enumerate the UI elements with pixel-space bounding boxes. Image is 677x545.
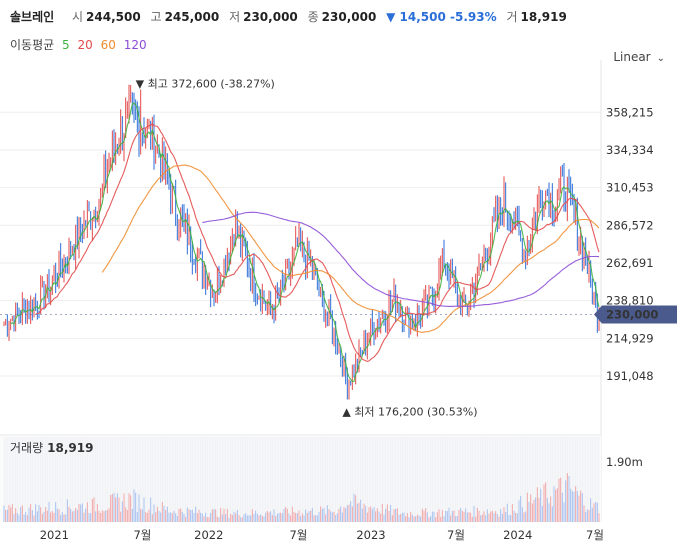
ma-line-20 xyxy=(35,123,600,362)
low-label: 저 xyxy=(229,10,241,24)
ma-5: 5 xyxy=(62,38,70,52)
close-label: 종 xyxy=(307,10,319,24)
ma-line-5 xyxy=(10,102,600,383)
y-tick-label: 191,048 xyxy=(606,369,654,383)
vol-value: 18,919 xyxy=(520,10,567,24)
ma-60: 60 xyxy=(100,38,116,52)
volume-title: 거래량 18,919 xyxy=(10,439,93,456)
high-value: 245,000 xyxy=(164,10,220,24)
x-tick-label: 7월 xyxy=(586,528,604,542)
y-tick-label: 358,215 xyxy=(606,105,654,119)
stock-header: 솔브레인 시 244,500 고 245,000 저 230,000 종 230,000… xyxy=(10,8,567,25)
chevron-down-icon: ⌄ xyxy=(656,53,665,64)
volume-axis-tick: 1.90m xyxy=(606,455,643,469)
open-value: 244,500 xyxy=(86,10,141,24)
x-tick-label: 7월 xyxy=(133,528,151,542)
max-annotation: ▼ 최고 372,600 (-38.27%) xyxy=(136,78,275,91)
stock-name: 솔브레인 xyxy=(10,10,55,24)
y-tick-label: 334,334 xyxy=(606,143,654,157)
y-tick-label: 310,453 xyxy=(606,181,654,195)
y-tick-label: 262,691 xyxy=(606,256,654,270)
ma-line-60 xyxy=(101,164,600,333)
close-value: 230,000 xyxy=(321,10,377,24)
y-tick-label: 238,810 xyxy=(606,294,654,308)
x-tick-label: 2022 xyxy=(194,528,223,542)
ma-line-120 xyxy=(202,211,599,307)
vol-label: 거 xyxy=(506,10,518,24)
scale-selector[interactable]: Linear ⌄ xyxy=(613,50,665,64)
change-value: ▼ 14,500 -5.93% xyxy=(386,10,497,24)
x-tick-label: 2024 xyxy=(503,528,532,542)
volume-value: 18,919 xyxy=(47,441,94,455)
x-tick-label: 7월 xyxy=(447,528,465,542)
min-annotation: ▲ 최저 176,200 (30.53%) xyxy=(342,405,477,418)
x-tick-label: 7월 xyxy=(289,528,307,542)
low-value: 230,000 xyxy=(243,10,298,24)
high-label: 고 xyxy=(150,10,162,24)
open-label: 시 xyxy=(72,10,84,24)
y-tick-label: 286,572 xyxy=(606,218,654,232)
x-tick-label: 2021 xyxy=(40,528,69,542)
x-tick-label: 2023 xyxy=(356,528,385,542)
scale-selector-label: Linear xyxy=(613,50,651,64)
y-tick-label: 214,929 xyxy=(606,331,654,345)
current-price-badge xyxy=(594,305,677,324)
ma-120: 120 xyxy=(123,38,147,52)
moving-average-legend[interactable]: 이동평균 5 20 60 120 xyxy=(10,36,147,53)
current-price-label: 230,000 xyxy=(606,308,658,322)
volume-label: 거래량 xyxy=(10,441,44,455)
moving-average-label: 이동평균 xyxy=(10,38,55,52)
ma-20: 20 xyxy=(77,38,93,52)
